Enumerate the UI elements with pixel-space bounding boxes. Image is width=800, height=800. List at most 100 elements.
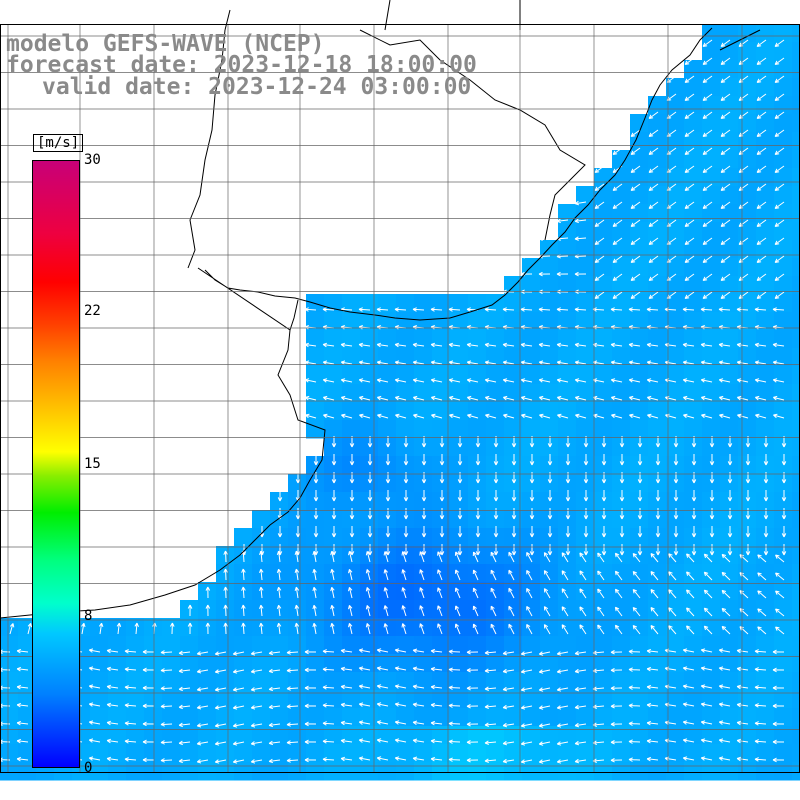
wind-arrow [646,395,659,401]
wind-speed-cell [792,348,800,367]
wind-speed-cell [540,384,559,403]
wind-speed-cell [666,636,685,655]
wind-speed-cell [18,762,37,781]
wind-arrow [286,758,299,763]
wind-arrow [401,587,407,599]
wind-speed-cell [720,744,739,763]
wind-speed-cell [522,294,541,313]
wind-speed-cell [432,708,451,727]
wind-speed-cell [630,510,649,529]
wind-speed-cell [666,474,685,493]
wind-arrow [682,684,695,689]
wind-speed-cell [378,654,397,673]
wind-arrow [286,668,299,673]
wind-arrow [628,378,641,383]
wind-speed-cell [324,564,343,583]
wind-speed-cell [576,330,595,349]
wind-arrow [721,571,731,581]
wind-speed-cell [396,690,415,709]
wind-arrow [610,342,623,348]
wind-speed-cell [378,744,397,763]
wind-arrow [647,413,659,419]
wind-arrow [574,668,587,674]
wind-arrow [430,360,443,365]
wind-speed-cell [684,222,703,241]
wind-arrow [484,650,497,655]
wind-speed-cell [504,528,523,547]
wind-arrow [718,738,731,743]
wind-speed-cell [648,510,667,529]
wind-speed-cell [504,438,523,457]
wind-speed-cell [144,708,163,727]
wind-speed-cell [792,402,800,421]
wind-speed-cell [540,762,559,781]
wind-arrow [574,271,587,277]
wind-arrow [490,569,497,581]
wind-speed-cell [144,618,163,637]
wind-speed-cell [648,384,667,403]
wind-speed-cell [270,672,289,691]
wind-arrow [630,183,641,191]
wind-arrow [756,291,767,299]
wind-speed-cell [396,438,415,457]
wind-arrow [312,604,317,617]
wind-speed-cell [522,528,541,547]
wind-arrow [376,738,389,743]
wind-arrow [508,605,515,617]
wind-arrow [401,605,407,617]
wind-speed-cell [702,240,721,259]
wind-speed-cell [666,420,685,439]
wind-speed-cell [306,492,325,511]
wind-speed-cell [522,546,541,565]
wind-speed-cell [792,618,800,637]
wind-speed-cell [702,510,721,529]
wind-speed-cell [792,690,800,709]
wind-arrow [738,129,749,137]
wind-speed-cell [648,132,667,151]
wind-speed-cell [792,186,800,205]
wind-arrow [358,378,371,383]
wind-speed-cell [576,438,595,457]
wind-arrow [700,720,713,725]
wind-speed-cell [702,456,721,475]
wind-speed-cell [396,546,415,565]
wind-speed-cell [324,546,343,565]
wind-speed-cell [108,654,127,673]
wind-speed-cell [270,528,289,547]
wind-speed-cell [288,528,307,547]
wind-speed-cell [738,222,757,241]
wind-speed-cell [324,726,343,745]
wind-speed-cell [306,402,325,421]
wind-speed-cell [558,384,577,403]
wind-speed-cell [252,636,271,655]
wind-speed-cell [504,636,523,655]
wind-arrow [655,526,661,538]
wind-arrow [637,454,643,466]
wind-arrow [648,165,659,173]
wind-speed-cell [720,24,739,43]
wind-speed-cell [792,510,800,529]
wind-speed-cell [486,402,505,421]
wind-arrow [88,756,101,761]
wind-arrow [485,413,497,419]
wind-speed-cell [522,348,541,367]
wind-arrow [684,147,695,155]
wind-speed-cell [180,708,199,727]
wind-speed-cell [486,366,505,385]
wind-speed-cell [648,456,667,475]
wind-speed-cell [342,708,361,727]
wind-arrow [106,648,119,654]
wind-speed-cell [432,366,451,385]
wind-speed-cell [378,762,397,781]
wind-arrow [754,360,767,365]
wind-arrow [720,111,731,119]
wind-speed-cell [612,186,631,205]
wind-arrow [630,237,641,245]
wind-arrow [286,650,299,655]
wind-arrow [700,666,713,671]
wind-arrow [421,544,427,556]
wind-speed-cell [378,636,397,655]
wind-speed-cell [522,276,541,295]
wind-arrow [673,454,679,466]
wind-arrow [775,590,785,599]
